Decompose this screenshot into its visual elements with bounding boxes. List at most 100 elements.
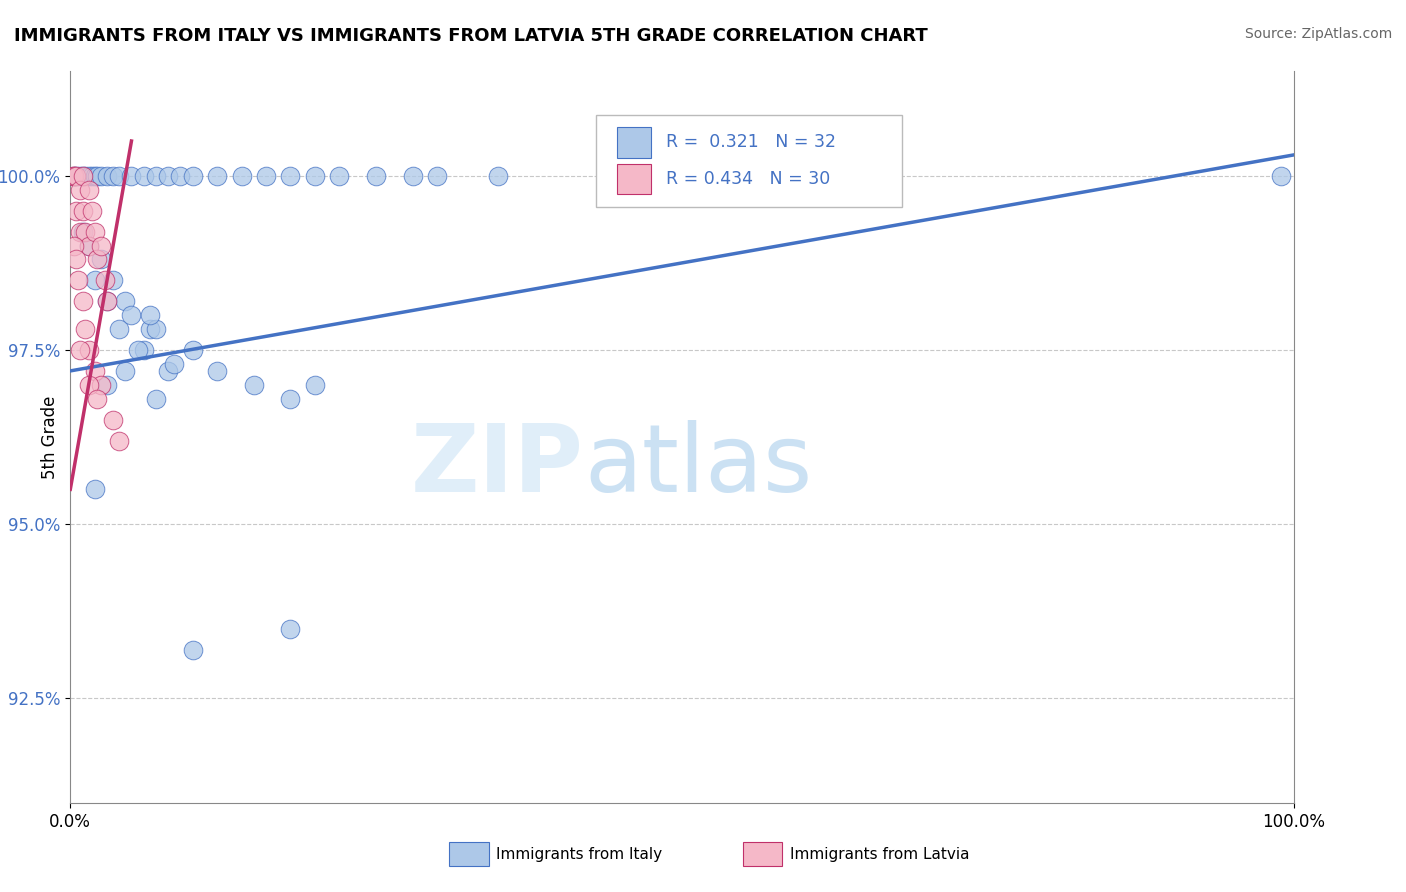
- Point: [66, 273, 89, 287]
- Point: [181, 642, 204, 657]
- Point: [205, 364, 228, 378]
- Point: [90, 252, 112, 267]
- Point: [65, 203, 87, 218]
- Point: [1270, 169, 1292, 183]
- Point: [73, 322, 96, 336]
- Point: [83, 273, 105, 287]
- Point: [63, 169, 86, 183]
- Point: [73, 169, 96, 183]
- Point: [132, 169, 155, 183]
- Text: Source: ZipAtlas.com: Source: ZipAtlas.com: [1244, 27, 1392, 41]
- Point: [77, 343, 100, 357]
- Point: [82, 169, 104, 183]
- Point: [72, 225, 94, 239]
- Point: [62, 169, 84, 183]
- Point: [69, 169, 91, 183]
- Point: [157, 169, 180, 183]
- Point: [243, 377, 266, 392]
- FancyBboxPatch shape: [596, 115, 903, 207]
- Point: [72, 169, 94, 183]
- Point: [280, 622, 302, 636]
- Point: [231, 169, 253, 183]
- Bar: [617, 163, 651, 194]
- Point: [121, 169, 143, 183]
- Point: [108, 434, 131, 448]
- Point: [108, 169, 131, 183]
- Point: [69, 343, 91, 357]
- Point: [83, 483, 105, 497]
- Point: [139, 308, 162, 322]
- Text: atlas: atlas: [583, 420, 813, 512]
- Point: [72, 203, 94, 218]
- Point: [402, 169, 425, 183]
- Point: [65, 169, 87, 183]
- Point: [488, 169, 510, 183]
- Point: [83, 364, 105, 378]
- Point: [114, 364, 136, 378]
- Point: [145, 392, 167, 406]
- Point: [96, 169, 118, 183]
- Point: [77, 377, 100, 392]
- Point: [65, 169, 87, 183]
- Point: [96, 294, 118, 309]
- Point: [86, 169, 108, 183]
- Point: [83, 169, 105, 183]
- Text: R =  0.321   N = 32: R = 0.321 N = 32: [666, 133, 837, 152]
- Point: [169, 169, 191, 183]
- Point: [157, 364, 180, 378]
- Text: Immigrants from Latvia: Immigrants from Latvia: [790, 847, 969, 862]
- Point: [280, 392, 302, 406]
- Point: [86, 392, 108, 406]
- Point: [101, 412, 124, 426]
- Point: [426, 169, 449, 183]
- Point: [145, 322, 167, 336]
- Point: [108, 322, 131, 336]
- Point: [73, 225, 96, 239]
- Bar: [450, 842, 489, 866]
- Point: [90, 238, 112, 252]
- Point: [101, 169, 124, 183]
- Point: [69, 183, 91, 197]
- Point: [127, 343, 149, 357]
- Text: ZIP: ZIP: [411, 420, 583, 512]
- Point: [93, 273, 115, 287]
- Point: [90, 169, 112, 183]
- Point: [63, 238, 86, 252]
- Y-axis label: 5th Grade: 5th Grade: [41, 395, 59, 479]
- Bar: [744, 842, 782, 866]
- Bar: [617, 127, 651, 158]
- Point: [114, 294, 136, 309]
- Point: [304, 169, 326, 183]
- Point: [366, 169, 388, 183]
- Point: [96, 377, 118, 392]
- Point: [69, 225, 91, 239]
- Point: [77, 238, 100, 252]
- Point: [280, 169, 302, 183]
- Point: [163, 357, 186, 371]
- Point: [82, 203, 104, 218]
- Point: [328, 169, 350, 183]
- Point: [90, 377, 112, 392]
- Text: Immigrants from Italy: Immigrants from Italy: [496, 847, 662, 862]
- Point: [181, 169, 204, 183]
- Text: R = 0.434   N = 30: R = 0.434 N = 30: [666, 169, 831, 188]
- Point: [72, 294, 94, 309]
- Point: [304, 377, 326, 392]
- Point: [96, 294, 118, 309]
- Point: [77, 238, 100, 252]
- Point: [181, 343, 204, 357]
- Point: [86, 252, 108, 267]
- Point: [65, 252, 87, 267]
- Point: [101, 273, 124, 287]
- Point: [63, 169, 86, 183]
- Point: [72, 169, 94, 183]
- Point: [145, 169, 167, 183]
- Point: [205, 169, 228, 183]
- Point: [83, 225, 105, 239]
- Point: [77, 169, 100, 183]
- Point: [254, 169, 277, 183]
- Text: IMMIGRANTS FROM ITALY VS IMMIGRANTS FROM LATVIA 5TH GRADE CORRELATION CHART: IMMIGRANTS FROM ITALY VS IMMIGRANTS FROM…: [14, 27, 928, 45]
- Point: [77, 183, 100, 197]
- Point: [139, 322, 162, 336]
- Point: [121, 308, 143, 322]
